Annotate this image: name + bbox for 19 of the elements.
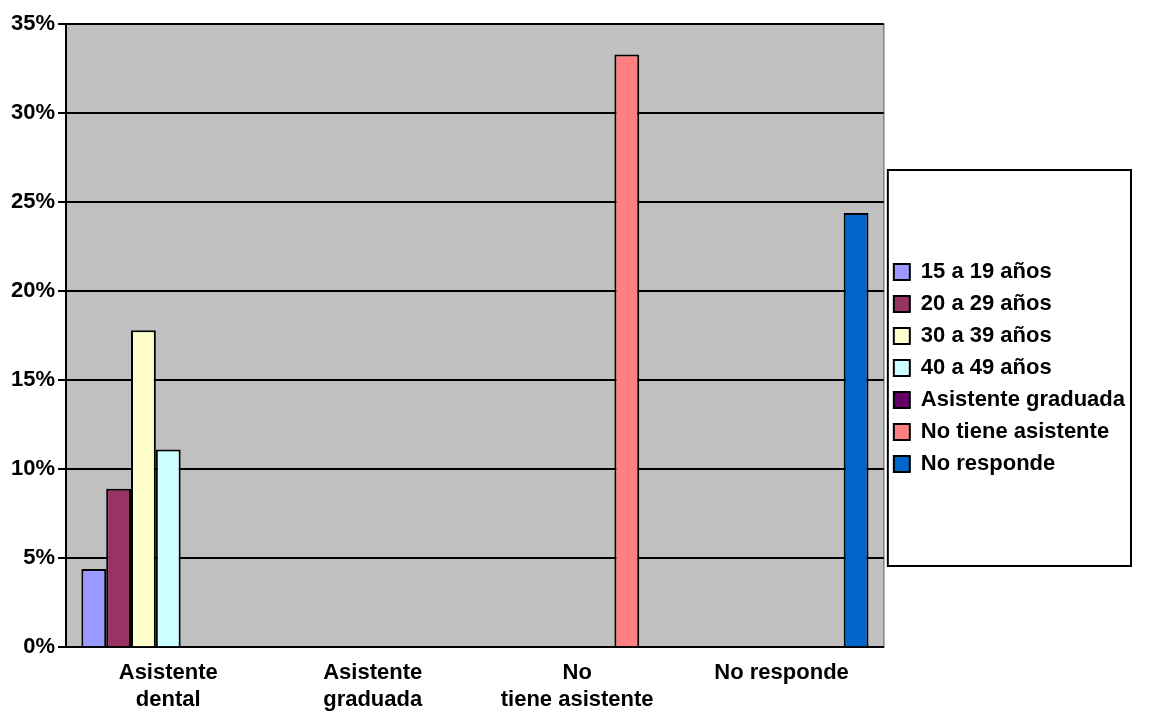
y-tick-label: 25% [10, 188, 56, 214]
y-tick-label: 0% [23, 633, 56, 659]
y-tick-label: 35% [10, 10, 56, 36]
legend-label: 30 a 39 años [920, 322, 1052, 348]
y-tick-label: 5% [23, 544, 56, 570]
y-tick-label: 10% [10, 455, 56, 481]
y-tick-label: 30% [10, 99, 56, 125]
legend-label: No responde [920, 450, 1056, 476]
legend-label: 40 a 49 años [920, 354, 1052, 380]
x-tick-label: No tiene asistente [500, 659, 654, 711]
legend-label: 20 a 29 años [920, 290, 1052, 316]
legend-label: Asistente graduada [920, 386, 1126, 412]
legend-label: No tiene asistente [920, 418, 1110, 444]
y-tick-label: 20% [10, 277, 56, 303]
x-tick-label: Asistente dental [118, 659, 218, 711]
x-tick-label: No responde [714, 659, 849, 685]
legend-label: 15 a 19 años [920, 258, 1052, 284]
y-tick-label: 15% [10, 366, 56, 392]
x-tick-label: Asistente graduada [323, 659, 423, 711]
